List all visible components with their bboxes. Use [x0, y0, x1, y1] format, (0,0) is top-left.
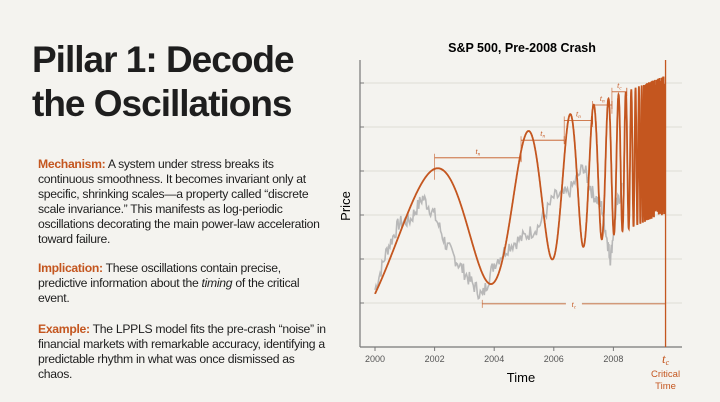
- interval-label: tn: [576, 109, 581, 120]
- implication-paragraph: Implication: These oscillations contain …: [38, 261, 328, 306]
- implication-lead: Implication:: [38, 261, 103, 275]
- implication-text-post: of the critical event.: [38, 276, 300, 305]
- x-tick-label: 2006: [544, 354, 564, 364]
- x-tick-label: 2000: [365, 354, 385, 364]
- implication-text-pre: These oscillations contain precise, pred…: [38, 261, 281, 290]
- x-tick-label: 2008: [603, 354, 623, 364]
- x-tick-label: 2004: [484, 354, 504, 364]
- mechanism-text: A system under stress breaks its continu…: [38, 157, 320, 246]
- example-paragraph: Example: The LPPLS model fits the pre-cr…: [38, 322, 328, 382]
- x-axis-label: Time: [507, 370, 535, 385]
- interval-label: tc: [572, 300, 577, 311]
- mechanism-paragraph: Mechanism: A system under stress breaks …: [38, 157, 328, 247]
- interval-label: tn: [600, 94, 605, 105]
- interval-label: tn: [540, 129, 545, 140]
- implication-emphasis: timing: [201, 276, 233, 290]
- y-axis-label: Price: [338, 191, 353, 221]
- critical-time-symbol: tc: [662, 351, 670, 367]
- mechanism-lead: Mechanism:: [38, 157, 106, 171]
- x-tick-label: 2002: [425, 354, 445, 364]
- critical-time-caption: Critical: [651, 369, 680, 380]
- sp500-price-line: [374, 164, 623, 300]
- lppl-fit-curve: [374, 76, 666, 295]
- critical-time-caption: Time: [655, 381, 676, 392]
- example-text: The LPPLS model fits the pre-crash “nois…: [38, 322, 326, 381]
- slide-title: Pillar 1: Decode the Oscillations: [32, 39, 295, 124]
- interval-label: tc: [617, 81, 622, 92]
- interval-label: tn: [475, 147, 480, 158]
- example-lead: Example:: [38, 322, 90, 336]
- interval-label-bg: [565, 296, 582, 311]
- chart-title: S&P 500, Pre-2008 Crash: [448, 41, 596, 55]
